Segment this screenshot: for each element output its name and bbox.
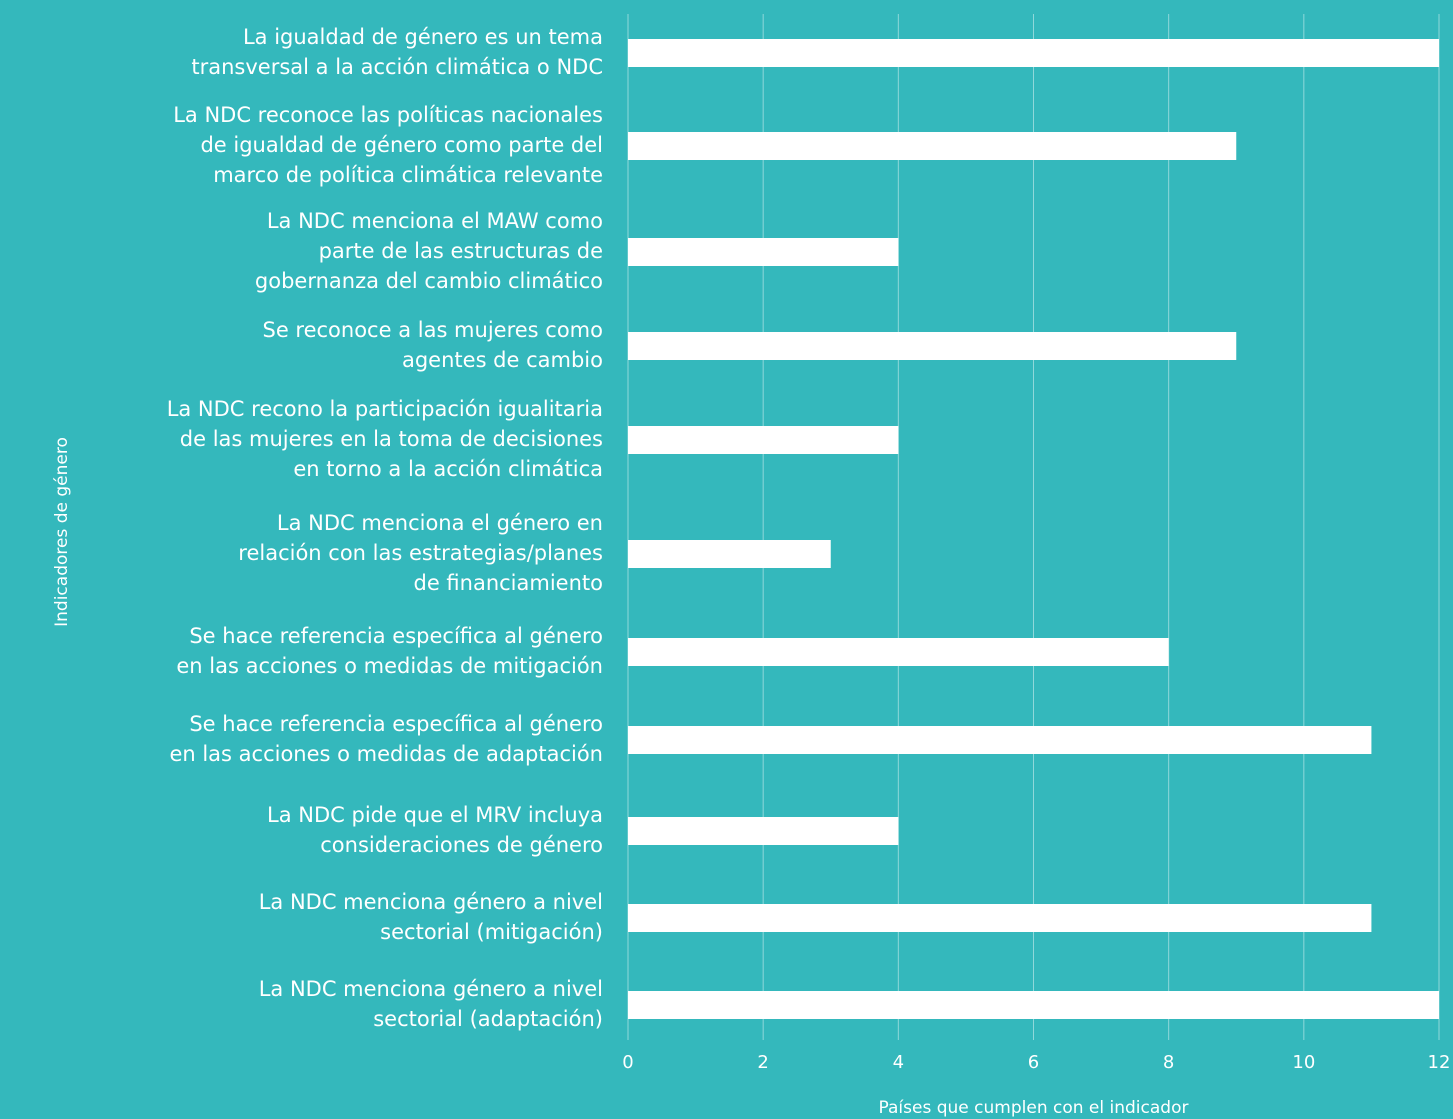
bar <box>628 426 899 454</box>
category-label: La igualdad de género es un tema transve… <box>191 25 603 79</box>
x-tick-label: 4 <box>892 1052 905 1073</box>
bar <box>628 39 1439 67</box>
bar <box>628 540 831 568</box>
x-tick-label: 10 <box>1292 1052 1316 1073</box>
category-label: La NDC menciona el MAW como parte de las… <box>254 209 603 293</box>
category-label: Se hace referencia específica al género … <box>176 624 603 678</box>
category-label: Se reconoce a las mujeres como agentes d… <box>262 318 603 372</box>
x-axis-title: Países que cumplen con el indicador <box>878 1098 1189 1118</box>
y-axis-title: Indicadores de género <box>52 437 72 627</box>
bar <box>628 238 899 266</box>
bar <box>628 332 1237 360</box>
category-label: La NDC reconoce las políticas nacionales… <box>173 103 603 187</box>
bar <box>628 991 1439 1019</box>
bar <box>628 638 1169 666</box>
x-tick-label: 8 <box>1162 1052 1175 1073</box>
category-label: La NDC menciona el género en relación co… <box>238 511 603 595</box>
x-tick-label: 12 <box>1427 1052 1451 1073</box>
x-tick-label: 2 <box>757 1052 769 1073</box>
bar <box>628 904 1372 932</box>
category-label: La NDC menciona género a nivel sectorial… <box>258 890 603 944</box>
category-label: La NDC menciona género a nivel sectorial… <box>258 977 603 1031</box>
bar <box>628 726 1372 754</box>
bar <box>628 817 899 845</box>
category-label: Se hace referencia específica al género … <box>169 712 603 766</box>
bar <box>628 132 1237 160</box>
category-label: La NDC recono la participación igualitar… <box>166 397 603 481</box>
x-tick-label: 0 <box>622 1052 634 1073</box>
x-tick-label: 6 <box>1027 1052 1040 1073</box>
category-label: La NDC pide que el MRV incluya considera… <box>267 803 603 857</box>
